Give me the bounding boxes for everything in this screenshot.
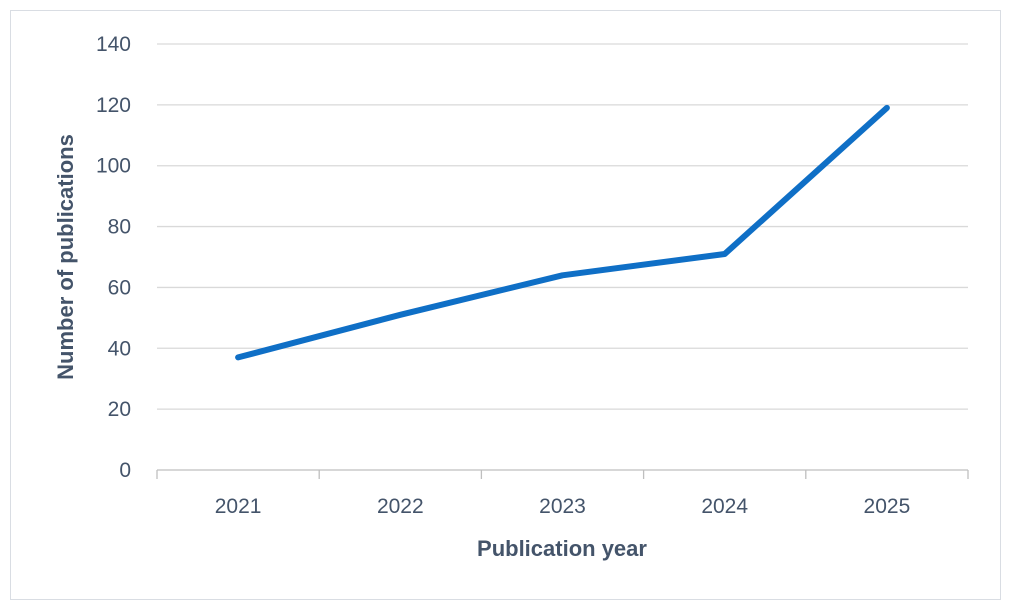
y-axis-tick-labels: 0 20 40 60 80 100 120 140 — [96, 33, 131, 482]
x-tick-label: 2025 — [864, 495, 911, 518]
chart-frame — [10, 10, 1001, 600]
gridlines — [157, 43, 968, 410]
y-tick-label: 80 — [108, 216, 131, 239]
y-tick-label: 40 — [108, 337, 131, 360]
series-layer — [235, 104, 890, 361]
y-tick-label: 20 — [108, 398, 131, 421]
y-tick-label: 100 — [96, 155, 131, 178]
x-axis — [156, 469, 969, 479]
series-line — [235, 104, 890, 361]
y-tick-label: 60 — [108, 276, 131, 299]
x-tick-label: 2024 — [701, 495, 748, 518]
y-tick-label: 120 — [96, 94, 131, 117]
y-tick-label: 140 — [96, 33, 131, 56]
y-tick-label: 0 — [119, 459, 131, 482]
x-tick-label: 2021 — [215, 495, 262, 518]
x-axis-tick-labels: 2021 2022 2023 2024 2025 — [215, 495, 911, 518]
x-tick-label: 2023 — [539, 495, 586, 518]
y-axis-title: Number of publications — [53, 134, 78, 380]
x-tick-label: 2022 — [377, 495, 424, 518]
x-axis-title: Publication year — [477, 536, 647, 561]
